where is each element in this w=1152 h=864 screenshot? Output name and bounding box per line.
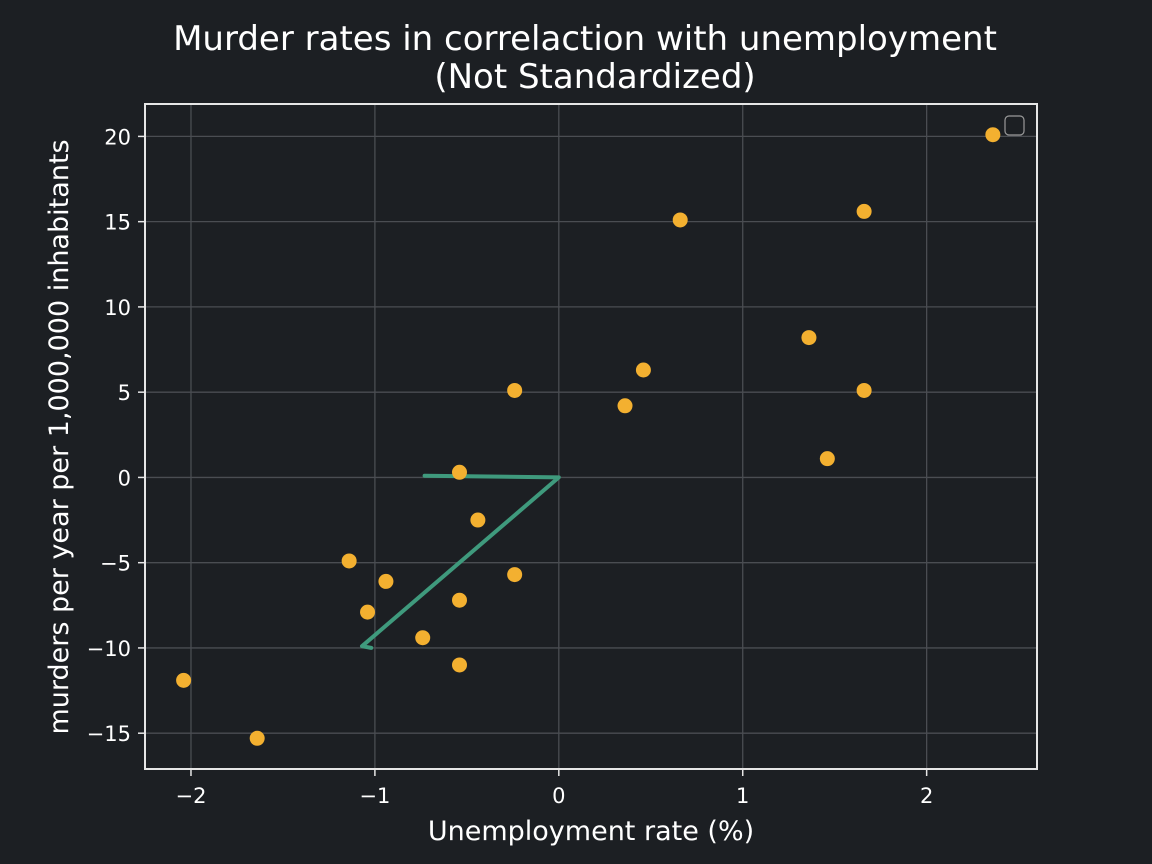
data-point <box>360 604 376 620</box>
x-tick-label: −2 <box>175 784 206 808</box>
y-axis-ticks: −15 −10 −5 0 5 10 15 20 <box>87 125 145 746</box>
data-point <box>819 451 835 467</box>
data-point <box>507 567 523 583</box>
plot-frame <box>144 103 1038 770</box>
data-point <box>985 127 1001 143</box>
x-tick-label: 0 <box>552 784 565 808</box>
data-point <box>378 573 394 589</box>
data-point <box>249 730 265 746</box>
data-point <box>635 362 651 378</box>
data-points <box>176 127 1001 746</box>
series-line <box>360 473 561 650</box>
data-point <box>856 203 872 219</box>
line-series <box>360 473 561 650</box>
data-point <box>341 553 357 569</box>
data-point <box>451 657 467 673</box>
data-point <box>451 464 467 480</box>
x-axis-ticks: −2 −1 0 1 2 <box>175 769 933 808</box>
data-point <box>672 212 688 228</box>
data-point <box>470 512 486 528</box>
grid-lines <box>145 104 1037 769</box>
y-tick-label: 10 <box>104 296 131 320</box>
data-point <box>415 630 431 646</box>
y-tick-label: −15 <box>87 722 131 746</box>
y-tick-label: 0 <box>118 466 131 490</box>
y-tick-label: −5 <box>100 552 131 576</box>
data-point <box>617 398 633 414</box>
x-tick-label: 1 <box>736 784 749 808</box>
y-tick-label: 15 <box>104 211 131 235</box>
data-point <box>176 672 192 688</box>
data-point <box>451 592 467 608</box>
plot-area <box>145 104 1037 769</box>
y-tick-label: 5 <box>118 381 131 405</box>
data-point <box>801 330 817 346</box>
data-point <box>507 382 523 398</box>
y-axis-label: murders per year per 1,000,000 inhabitan… <box>44 139 75 734</box>
data-point <box>856 382 872 398</box>
x-tick-label: −1 <box>359 784 390 808</box>
legend-box <box>1004 115 1025 136</box>
x-axis-label: Unemployment rate (%) <box>428 816 754 847</box>
x-tick-label: 2 <box>920 784 933 808</box>
y-tick-label: −10 <box>87 637 131 661</box>
chart-subtitle: (Not Standardized) <box>434 57 755 97</box>
y-tick-label: 20 <box>104 125 131 149</box>
chart-title: Murder rates in correlaction with unempl… <box>173 19 997 59</box>
